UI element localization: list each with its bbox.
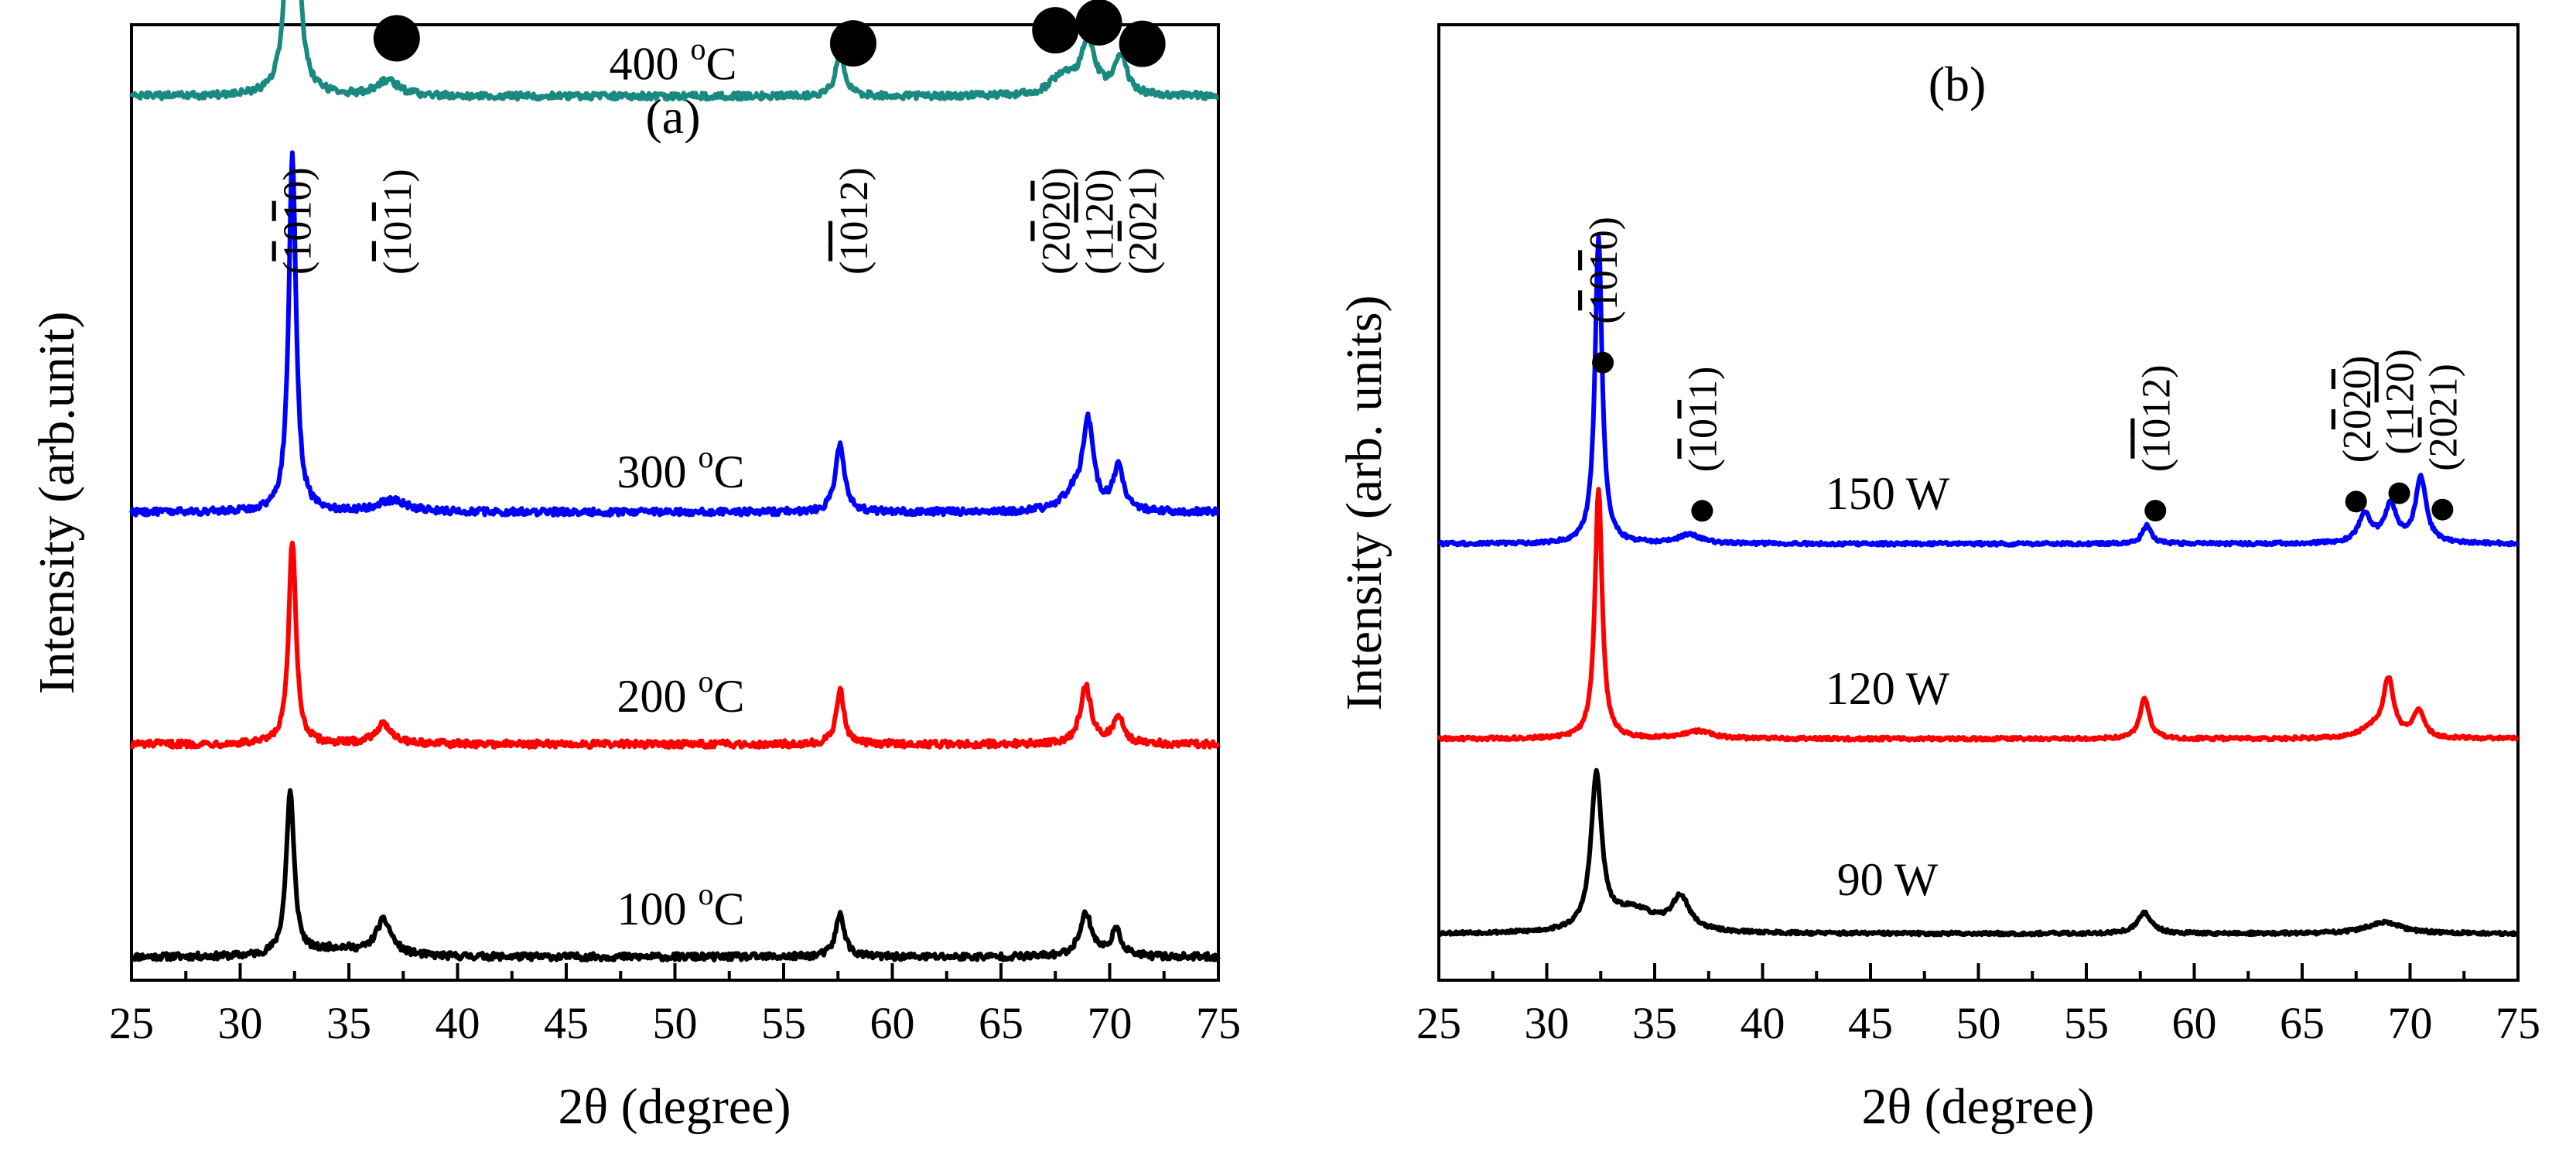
- x-tick-label: 75: [2496, 998, 2540, 1048]
- x-axis-title-b: 2θ (degree): [1862, 1078, 2095, 1135]
- x-tick-label: 55: [761, 998, 806, 1048]
- x-tick-label: 40: [1741, 998, 1785, 1048]
- x-axis-title-a: 2θ (degree): [559, 1078, 791, 1135]
- x-tick-label: 45: [1848, 998, 1893, 1048]
- miller-index-label: (1120): [2379, 349, 2423, 455]
- series-label-400-c: 400 oC: [609, 32, 736, 90]
- series-line-150-w: [1437, 234, 2520, 548]
- series-label-90-w: 90 W: [1837, 854, 1939, 905]
- series-line-300-c: [129, 150, 1220, 518]
- peak-marker-dot: [2431, 498, 2454, 521]
- x-tick-label: 50: [1956, 998, 2001, 1048]
- x-tick-label: 60: [870, 998, 915, 1048]
- peak-annotations-a: (1010) (1011) (1012) (2020)(1120)(2021): [276, 0, 1166, 275]
- series-label-100-c: 100 oC: [617, 877, 744, 935]
- x-tick-label: 30: [1525, 998, 1570, 1048]
- miller-index-label: (2021): [2421, 364, 2465, 471]
- peak-marker-dot: [1032, 7, 1079, 54]
- x-ticks-a: 25 30 35 40 45 50 55 60 65 70 75: [109, 963, 1241, 1048]
- miller-index-label: (1012): [2134, 364, 2178, 472]
- miller-index-label: (1012): [832, 167, 876, 275]
- x-tick-label: 65: [2280, 998, 2325, 1048]
- series-label-300-c: 300 oC: [617, 439, 744, 497]
- x-tick-label: 70: [1088, 998, 1133, 1048]
- miller-index-label: (1011): [376, 169, 420, 275]
- miller-index-label: (1120): [1078, 169, 1122, 275]
- series-line-400-c: [129, 0, 1220, 102]
- miller-index-label: (2020): [1034, 167, 1078, 275]
- x-tick-label: 25: [1416, 998, 1461, 1048]
- x-tick-label: 70: [2388, 998, 2433, 1048]
- miller-index-label: (1010): [276, 167, 320, 275]
- peak-marker-dot: [1592, 351, 1614, 374]
- peak-marker-dot: [2388, 482, 2410, 504]
- series-group-a: 100 oC 200 oC 300 oC 400 oC: [129, 0, 1221, 962]
- series-group-b: 90 W 120 W 150 W: [1437, 234, 2520, 938]
- x-tick-label: 75: [1196, 998, 1241, 1048]
- x-tick-label: 30: [218, 998, 263, 1048]
- x-tick-label: 50: [653, 998, 698, 1048]
- peak-marker-dot: [1691, 500, 1713, 522]
- x-ticks-b: 25 30 35 40 45 50 55 60 65 70 75: [1416, 963, 2540, 1048]
- series-line-100-c: [130, 788, 1221, 962]
- x-tick-label: 60: [2172, 998, 2217, 1048]
- x-tick-label: 55: [2064, 998, 2109, 1048]
- miller-index-label: (2021): [1122, 167, 1166, 275]
- miller-index-label: (1011): [1681, 367, 1725, 473]
- peak-annotations-b: (1010) (1011) (1012) (2020)(1120)(2021): [1582, 217, 2465, 522]
- y-axis-title-a: Intensity (arb.unit): [29, 312, 85, 695]
- panel-a: (a) Intensity (arb.unit) 2θ (degree) 100…: [29, 0, 1241, 1135]
- y-axis-title-b: Intensity (arb. units): [1336, 295, 1392, 710]
- x-tick-label: 45: [544, 998, 589, 1048]
- peak-marker-dot: [829, 20, 876, 67]
- series-line-200-c: [129, 540, 1221, 750]
- peak-marker-dot: [2144, 500, 2167, 522]
- peak-marker-dot: [1119, 20, 1166, 67]
- x-tick-label: 35: [1632, 998, 1677, 1048]
- panel-label-b: (b): [1929, 56, 1987, 111]
- x-tick-label: 35: [326, 998, 371, 1048]
- series-label-200-c: 200 oC: [617, 664, 744, 722]
- peak-marker-dot: [373, 15, 420, 62]
- peak-marker-dot: [2345, 490, 2367, 513]
- x-tick-label: 65: [979, 998, 1023, 1048]
- x-tick-label: 25: [109, 998, 154, 1048]
- x-tick-label: 40: [436, 998, 480, 1048]
- series-line-120-w: [1437, 487, 2520, 743]
- panel-b: (b) Intensity (arb. units) 2θ (degree) 9…: [1336, 23, 2540, 1135]
- series-line-90-w: [1437, 767, 2520, 938]
- series-label-150-w: 150 W: [1826, 468, 1950, 519]
- series-label-120-w: 120 W: [1826, 663, 1950, 714]
- miller-index-label: (1010): [1582, 217, 1626, 324]
- miller-index-label: (2020): [2335, 356, 2380, 463]
- peak-marker-dot: [1075, 0, 1122, 46]
